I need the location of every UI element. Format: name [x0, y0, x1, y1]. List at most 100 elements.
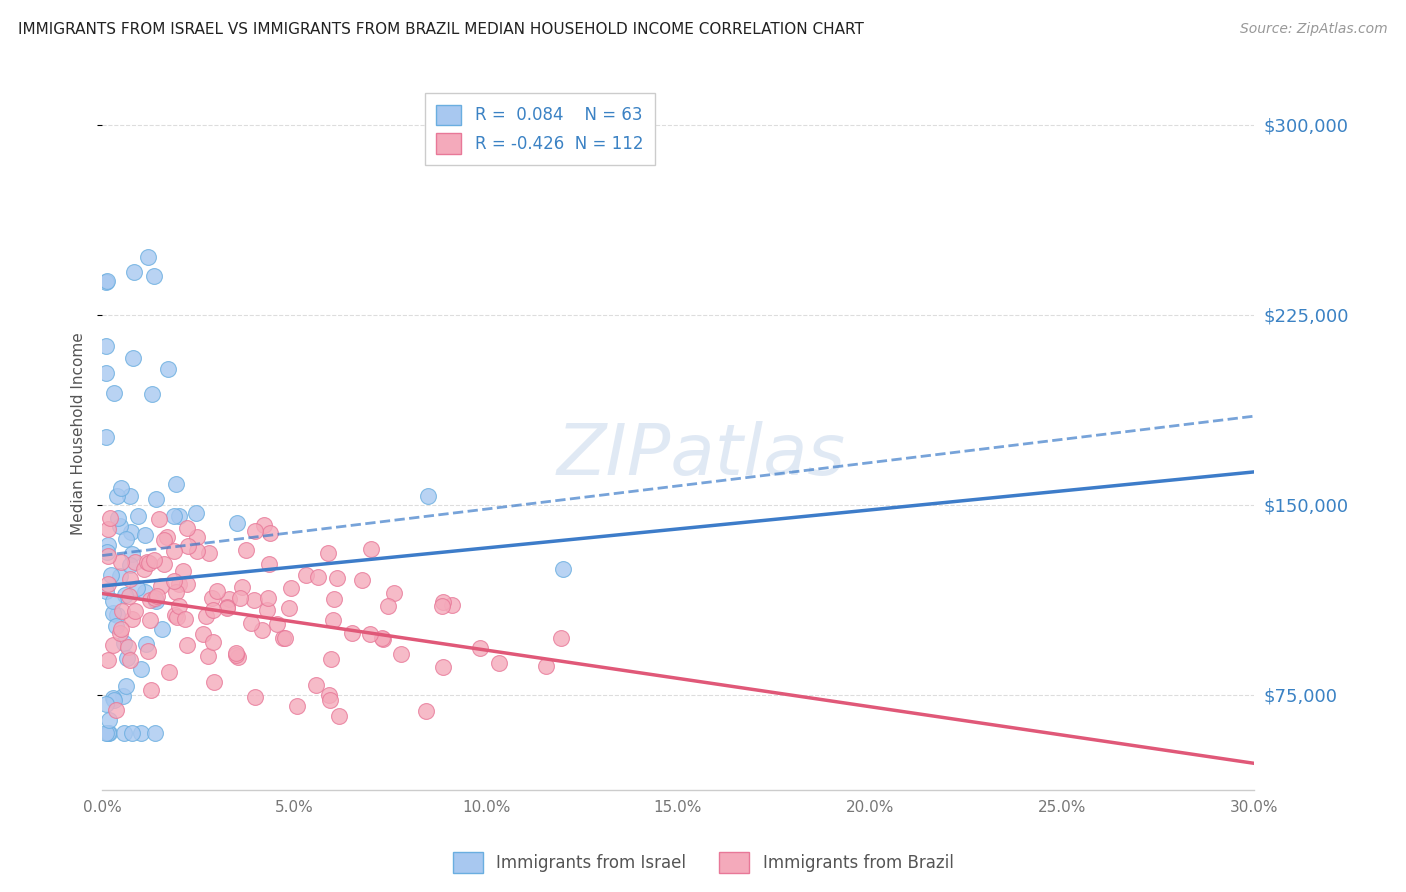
Point	[165, 584, 187, 599]
Point	[536, 659, 558, 673]
Point	[165, 607, 187, 622]
Point	[239, 616, 262, 631]
Point	[550, 631, 572, 645]
Point	[228, 649, 250, 664]
Point	[280, 581, 302, 595]
Point	[104, 619, 127, 633]
Point	[177, 539, 200, 553]
Point	[134, 585, 156, 599]
Point	[163, 574, 186, 588]
Point	[94, 275, 117, 289]
Point	[97, 549, 120, 563]
Point	[176, 638, 198, 652]
Point	[319, 693, 342, 707]
Point	[136, 555, 159, 569]
Point	[122, 351, 145, 365]
Point	[186, 530, 208, 544]
Point	[432, 595, 454, 609]
Point	[104, 703, 127, 717]
Point	[98, 510, 121, 524]
Point	[112, 689, 135, 703]
Point	[94, 726, 117, 740]
Point	[98, 713, 121, 727]
Point	[245, 690, 267, 705]
Point	[121, 726, 143, 740]
Point	[124, 265, 146, 279]
Point	[142, 553, 165, 567]
Point	[186, 506, 208, 520]
Point	[108, 625, 131, 640]
Legend: R =  0.084    N = 63, R = -0.426  N = 112: R = 0.084 N = 63, R = -0.426 N = 112	[425, 93, 655, 165]
Point	[118, 653, 141, 667]
Point	[114, 533, 136, 547]
Point	[326, 571, 349, 585]
Text: Source: ZipAtlas.com: Source: ZipAtlas.com	[1240, 22, 1388, 37]
Point	[157, 665, 180, 679]
Point	[176, 521, 198, 535]
Point	[135, 638, 157, 652]
Point	[124, 555, 146, 569]
Point	[146, 589, 169, 603]
Point	[138, 556, 160, 570]
Point	[169, 599, 191, 613]
Point	[207, 583, 229, 598]
Point	[143, 591, 166, 606]
Point	[165, 477, 187, 491]
Point	[143, 726, 166, 740]
Point	[103, 607, 125, 621]
Point	[98, 726, 121, 740]
Point	[271, 631, 294, 645]
Point	[134, 527, 156, 541]
Point	[202, 603, 225, 617]
Point	[202, 674, 225, 689]
Point	[316, 546, 339, 560]
Point	[139, 593, 162, 607]
Point	[166, 609, 188, 624]
Point	[96, 274, 118, 288]
Point	[101, 638, 124, 652]
Point	[96, 545, 118, 559]
Point	[308, 570, 330, 584]
Point	[94, 584, 117, 599]
Point	[257, 558, 280, 572]
Point	[136, 250, 159, 264]
Point	[117, 640, 139, 654]
Point	[103, 385, 125, 400]
Point	[101, 691, 124, 706]
Point	[342, 626, 364, 640]
Point	[143, 591, 166, 605]
Point	[191, 626, 214, 640]
Point	[141, 387, 163, 401]
Point	[131, 662, 153, 676]
Point	[163, 508, 186, 523]
Point	[105, 490, 128, 504]
Point	[285, 699, 308, 714]
Point	[197, 648, 219, 663]
Point	[321, 652, 343, 666]
Point	[145, 594, 167, 608]
Point	[229, 591, 252, 605]
Point	[97, 538, 120, 552]
Point	[134, 562, 156, 576]
Point	[218, 591, 240, 606]
Point	[350, 573, 373, 587]
Point	[112, 636, 135, 650]
Point	[94, 698, 117, 712]
Point	[201, 635, 224, 649]
Point	[169, 577, 191, 591]
Point	[120, 558, 142, 573]
Point	[172, 564, 194, 578]
Point	[110, 481, 132, 495]
Point	[167, 508, 190, 523]
Point	[139, 614, 162, 628]
Point	[94, 339, 117, 353]
Point	[118, 572, 141, 586]
Point	[245, 524, 267, 539]
Point	[259, 525, 281, 540]
Point	[432, 599, 454, 614]
Point	[391, 647, 413, 661]
Point	[225, 647, 247, 661]
Point	[256, 591, 278, 605]
Point	[382, 586, 405, 600]
Point	[322, 592, 344, 607]
